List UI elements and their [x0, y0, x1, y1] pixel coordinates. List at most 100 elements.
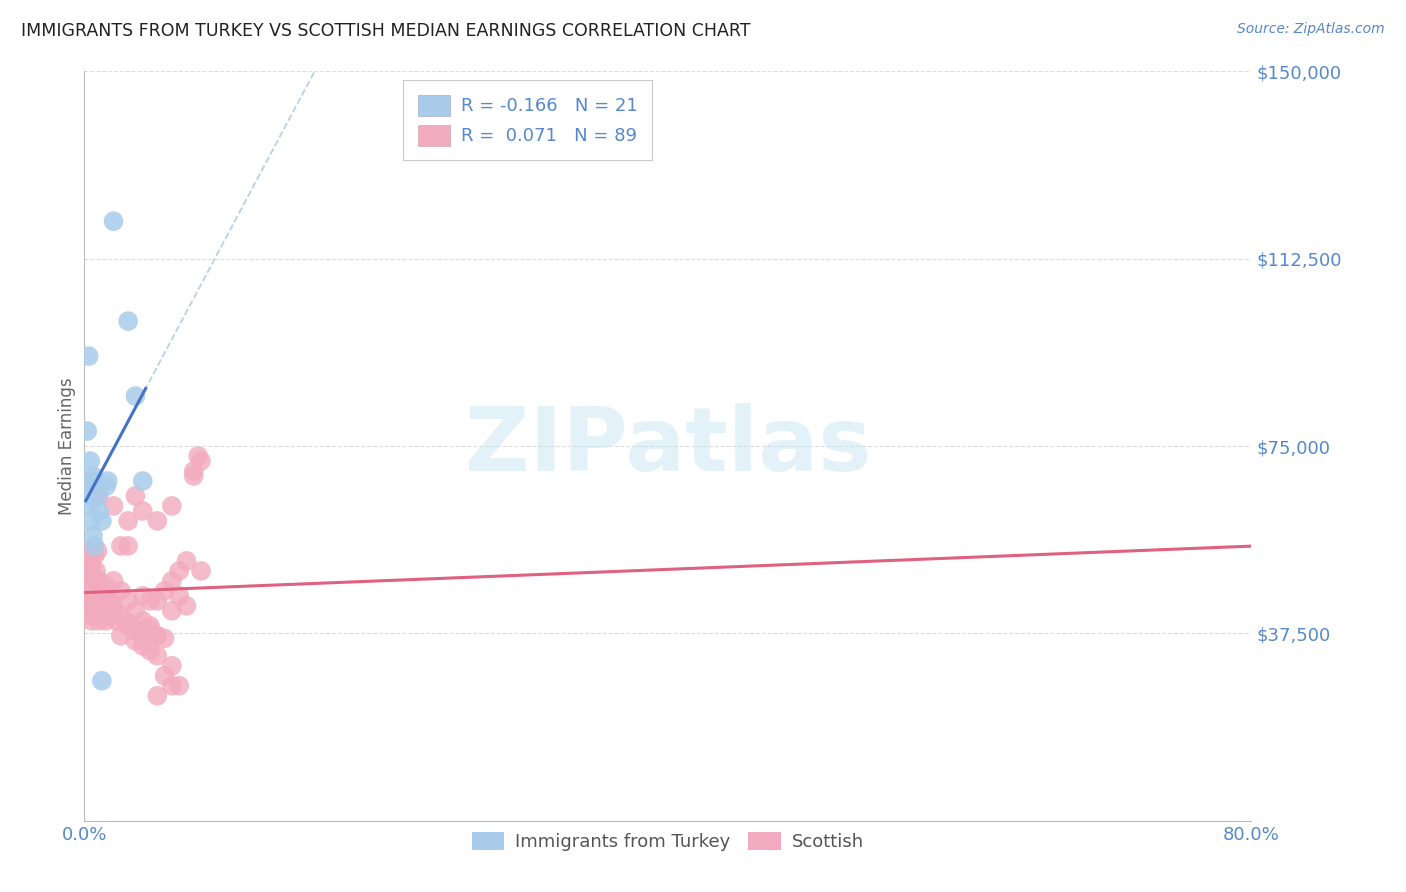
Point — [139, 619, 162, 633]
Point — [87, 614, 110, 628]
Point — [75, 583, 97, 598]
Point — [160, 679, 183, 693]
Point — [80, 614, 103, 628]
Point — [76, 554, 98, 568]
Point — [190, 564, 212, 578]
Point — [86, 489, 108, 503]
Point — [183, 469, 205, 483]
Point — [124, 389, 146, 403]
Point — [120, 619, 142, 633]
Point — [117, 314, 139, 328]
Point — [83, 604, 105, 618]
Point — [146, 648, 169, 663]
Point — [124, 604, 146, 618]
Point — [124, 489, 146, 503]
Point — [160, 604, 183, 618]
Point — [124, 624, 146, 638]
Point — [132, 504, 155, 518]
Point — [176, 554, 198, 568]
Point — [82, 469, 104, 483]
Point — [103, 574, 125, 588]
Text: Source: ZipAtlas.com: Source: ZipAtlas.com — [1237, 22, 1385, 37]
Point — [82, 594, 104, 608]
Point — [87, 504, 110, 518]
Point — [96, 614, 118, 628]
Point — [103, 604, 125, 618]
Point — [183, 464, 205, 478]
Point — [79, 454, 101, 468]
Point — [146, 629, 169, 643]
Point — [132, 639, 155, 653]
Point — [90, 589, 112, 603]
Point — [110, 629, 132, 643]
Point — [110, 539, 132, 553]
Point — [153, 632, 176, 646]
Point — [79, 499, 101, 513]
Point — [103, 499, 125, 513]
Point — [132, 474, 155, 488]
Y-axis label: Median Earnings: Median Earnings — [58, 377, 76, 515]
Point — [132, 589, 155, 603]
Point — [83, 539, 105, 553]
Point — [84, 608, 107, 623]
Point — [84, 574, 107, 588]
Point — [100, 594, 122, 608]
Point — [90, 514, 112, 528]
Point — [79, 569, 101, 583]
Point — [84, 474, 107, 488]
Text: IMMIGRANTS FROM TURKEY VS SCOTTISH MEDIAN EARNINGS CORRELATION CHART: IMMIGRANTS FROM TURKEY VS SCOTTISH MEDIA… — [21, 22, 751, 40]
Point — [160, 574, 183, 588]
Point — [146, 629, 169, 643]
Point — [103, 599, 125, 613]
Point — [96, 479, 118, 493]
Point — [76, 594, 98, 608]
Point — [117, 539, 139, 553]
Point — [77, 599, 100, 613]
Point — [83, 549, 105, 563]
Point — [76, 489, 98, 503]
Point — [146, 594, 169, 608]
Point — [153, 669, 176, 683]
Point — [117, 514, 139, 528]
Point — [139, 621, 162, 635]
Point — [87, 583, 110, 598]
Point — [160, 658, 183, 673]
Point — [167, 589, 190, 603]
Point — [146, 514, 169, 528]
Legend: Immigrants from Turkey, Scottish: Immigrants from Turkey, Scottish — [463, 823, 873, 860]
Point — [190, 454, 212, 468]
Point — [100, 608, 122, 623]
Point — [80, 558, 103, 573]
Point — [153, 583, 176, 598]
Text: ZIPatlas: ZIPatlas — [465, 402, 870, 490]
Point — [77, 604, 100, 618]
Point — [187, 449, 209, 463]
Point — [83, 589, 105, 603]
Point — [176, 599, 198, 613]
Point — [110, 583, 132, 598]
Point — [105, 614, 128, 628]
Point — [90, 599, 112, 613]
Point — [77, 479, 100, 493]
Point — [80, 474, 103, 488]
Point — [167, 564, 190, 578]
Point — [97, 604, 120, 618]
Point — [110, 608, 132, 623]
Point — [82, 529, 104, 543]
Point — [117, 594, 139, 608]
Point — [77, 544, 100, 558]
Point — [87, 489, 110, 503]
Point — [132, 624, 155, 638]
Point — [76, 574, 98, 588]
Point — [84, 564, 107, 578]
Point — [90, 583, 112, 598]
Point — [82, 569, 104, 583]
Point — [114, 614, 136, 628]
Point — [97, 474, 120, 488]
Point — [96, 579, 118, 593]
Point — [80, 579, 103, 593]
Point — [117, 619, 139, 633]
Point — [82, 583, 104, 598]
Point — [86, 544, 108, 558]
Point — [77, 349, 100, 363]
